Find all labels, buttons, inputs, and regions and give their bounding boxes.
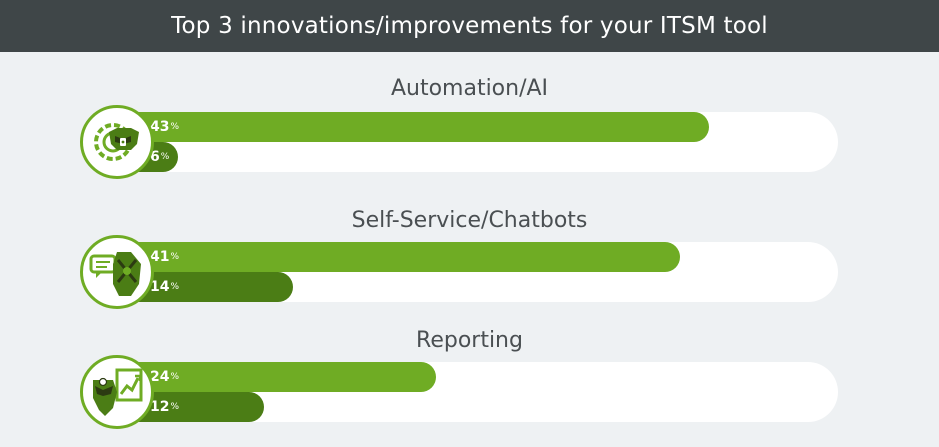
bar-label-automation-secondary: 6 xyxy=(150,149,160,165)
bar-label-self-service-secondary: 14 xyxy=(150,279,170,295)
bar-label-automation-primary: 43 xyxy=(150,119,170,135)
chat-bubble-icon xyxy=(80,235,154,309)
bar-automation-primary: 43% xyxy=(92,112,709,142)
category-label-reporting: Reporting xyxy=(416,328,523,353)
gear-cogs-icon xyxy=(80,105,154,179)
bar-label-reporting-primary: 24 xyxy=(150,369,170,385)
bar-chart: Automation/AI 43% 6% Self-Service/Chatbo… xyxy=(0,52,939,447)
category-label-self-service: Self-Service/Chatbots xyxy=(351,208,588,233)
chart-title: Top 3 innovations/improvements for your … xyxy=(0,0,939,52)
category-label-automation: Automation/AI xyxy=(390,76,549,101)
bar-self-service-primary: 41% xyxy=(92,242,681,272)
bar-label-reporting-secondary: 12 xyxy=(150,399,170,415)
chart-title-text: Top 3 innovations/improvements for your … xyxy=(171,13,768,39)
bar-label-self-service-primary: 41 xyxy=(150,249,170,265)
report-chart-icon xyxy=(80,355,154,429)
